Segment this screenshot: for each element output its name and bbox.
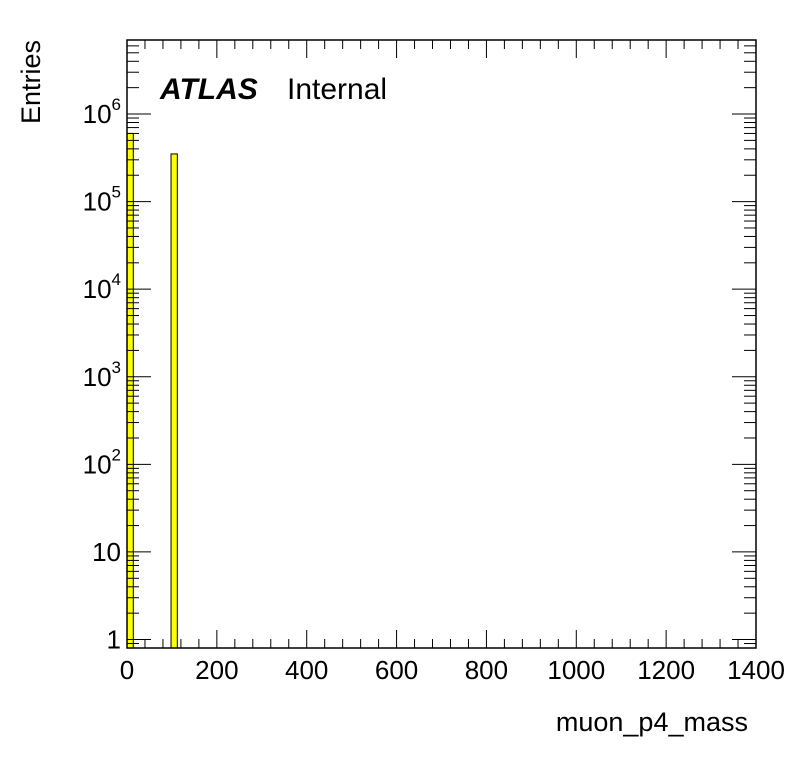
x-tick-label: 0 (120, 655, 134, 685)
y-tick-label: 1 (107, 625, 121, 655)
y-axis-title: Entries (16, 40, 46, 124)
x-tick-label: 800 (465, 655, 508, 685)
y-tick-label: 106 (83, 95, 121, 129)
y-tick-label: 104 (83, 270, 121, 304)
histogram-bar-1 (170, 153, 178, 649)
ticks-layer (126, 39, 757, 649)
x-tick-label: 1000 (547, 655, 605, 685)
x-tick-label: 200 (195, 655, 238, 685)
atlas-label: ATLAS (159, 73, 258, 106)
x-tick-label: 1400 (727, 655, 785, 685)
x-tick-label: 1200 (637, 655, 695, 685)
x-axis-title: muon_p4_mass (556, 707, 748, 737)
y-tick-label: 10 (92, 537, 121, 567)
y-tick-label: 103 (83, 358, 121, 392)
x-tick-labels: 0 200 400 600 800 1000 1200 1400 (120, 655, 785, 685)
y-tick-label: 105 (83, 183, 121, 217)
y-tick-labels: 1 10 102 103 104 105 106 (83, 95, 121, 654)
y-tick-label: 102 (83, 445, 121, 479)
x-tick-label: 600 (375, 655, 418, 685)
plot-frame (126, 39, 757, 649)
internal-label: Internal (287, 73, 387, 106)
x-tick-label: 400 (285, 655, 328, 685)
